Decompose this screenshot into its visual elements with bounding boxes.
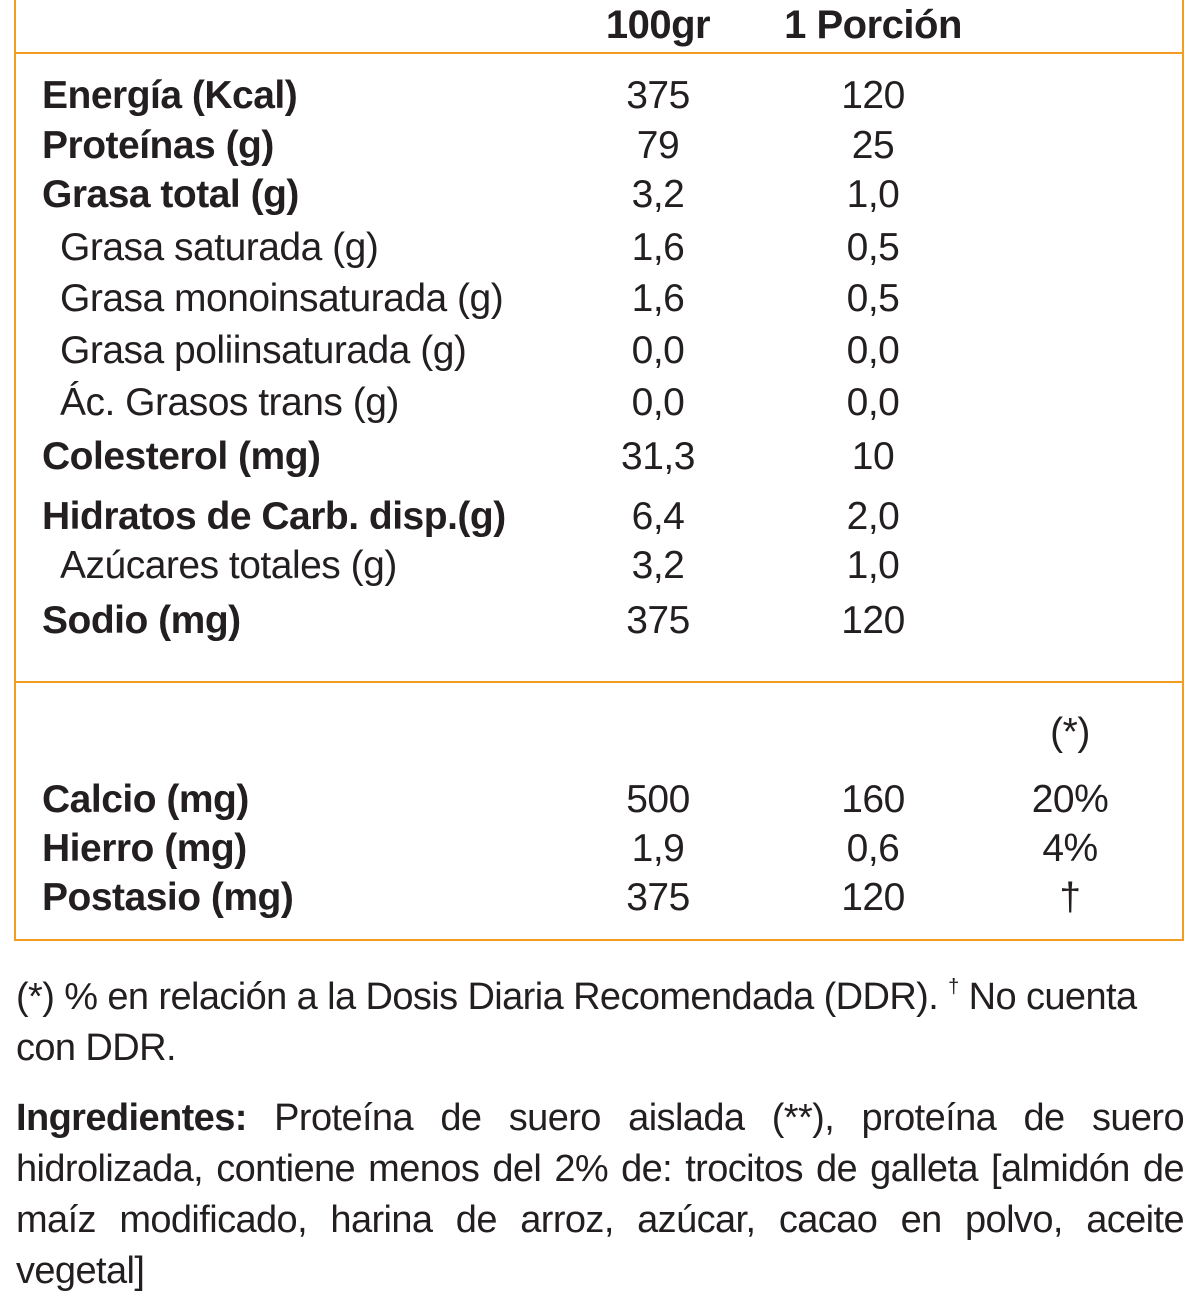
header-divider (14, 52, 1184, 54)
nutrient-value-100g: 0,0 (631, 329, 685, 372)
nutrient-row: Colesterol (mg) 31,3 10 (0, 432, 1200, 482)
nutrient-label: Grasa total (g) (42, 173, 299, 216)
mineral-label: Calcio (mg) (42, 778, 249, 821)
column-header-100g: 100gr (605, 3, 711, 47)
nutrient-value-100g: 375 (626, 74, 690, 117)
dagger-symbol: † (948, 976, 959, 998)
mineral-row: Calcio (mg) 500 160 20% (0, 775, 1200, 825)
mineral-row: Hierro (mg) 1,9 0,6 4% (0, 824, 1200, 874)
mineral-value-portion: 0,6 (846, 827, 900, 870)
nutrient-value-100g: 0,0 (631, 381, 685, 424)
mineral-row: Postasio (mg) 375 120 † (0, 873, 1200, 923)
mineral-ddr: † (1059, 876, 1081, 919)
mineral-label: Postasio (mg) (42, 876, 294, 919)
mineral-value-100g: 1,9 (631, 827, 685, 870)
nutrient-value-portion: 1,0 (846, 544, 900, 587)
nutrient-row: Grasa saturada (g) 1,6 0,5 (0, 223, 1200, 273)
nutrient-row: Grasa total (g) 3,2 1,0 (0, 170, 1200, 220)
nutrient-row: Hidratos de Carb. disp.(g) 6,4 2,0 (0, 492, 1200, 542)
column-header-row: 100gr 1 Porción (0, 0, 1200, 50)
nutrient-value-portion: 120 (841, 599, 905, 642)
nutrient-value-100g: 1,6 (631, 277, 685, 320)
nutrient-row: Grasa monoinsaturada (g) 1,6 0,5 (0, 274, 1200, 324)
ddr-footnote: (*) % en relación a la Dosis Diaria Reco… (16, 972, 1186, 1074)
ddr-header-row: (*) (0, 708, 1200, 758)
nutrient-label: Grasa monoinsaturada (g) (60, 277, 504, 320)
nutrient-label: Grasa poliinsaturada (g) (60, 329, 467, 372)
nutrient-label: Proteínas (g) (42, 124, 274, 167)
nutrient-value-100g: 3,2 (631, 544, 685, 587)
nutrient-value-portion: 0,5 (846, 226, 900, 269)
nutrient-value-100g: 1,6 (631, 226, 685, 269)
nutrient-value-portion: 25 (851, 124, 895, 167)
nutrient-row: Azúcares totales (g) 3,2 1,0 (0, 541, 1200, 591)
nutrient-value-portion: 1,0 (846, 173, 900, 216)
nutrient-label: Azúcares totales (g) (60, 544, 397, 587)
mineral-ddr: 20% (1031, 778, 1109, 821)
footnote-text: (*) % en relación a la Dosis Diaria Reco… (16, 976, 949, 1018)
nutrient-value-portion: 0,5 (846, 277, 900, 320)
mineral-value-100g: 375 (626, 876, 690, 919)
nutrient-value-portion: 0,0 (846, 381, 900, 424)
nutrient-row: Energía (Kcal) 375 120 (0, 71, 1200, 121)
nutrient-label: Hidratos de Carb. disp.(g) (42, 495, 506, 538)
nutrient-value-portion: 2,0 (846, 495, 900, 538)
nutrient-row: Grasa poliinsaturada (g) 0,0 0,0 (0, 326, 1200, 376)
nutrient-value-100g: 79 (636, 124, 680, 167)
nutrient-value-100g: 6,4 (631, 495, 685, 538)
nutrient-label: Sodio (mg) (42, 599, 241, 642)
nutrient-label: Colesterol (mg) (42, 435, 321, 478)
mineral-ddr: 4% (1042, 827, 1098, 870)
ingredients-title: Ingredientes: (16, 1097, 247, 1139)
nutrient-label: Energía (Kcal) (42, 74, 298, 117)
nutrient-value-portion: 0,0 (846, 329, 900, 372)
nutrient-row: Ác. Grasos trans (g) 0,0 0,0 (0, 378, 1200, 428)
nutrient-value-portion: 10 (851, 435, 895, 478)
mineral-value-portion: 160 (841, 778, 905, 821)
footnote-text-continued: No cuenta con DDR. (16, 976, 1137, 1069)
mineral-label: Hierro (mg) (42, 827, 247, 870)
mineral-value-portion: 120 (841, 876, 905, 919)
ddr-column-header: (*) (1050, 711, 1090, 754)
nutrient-label: Ác. Grasos trans (g) (60, 381, 399, 424)
nutrient-value-100g: 31,3 (621, 435, 695, 478)
section-divider (14, 681, 1184, 683)
nutrient-value-portion: 120 (841, 74, 905, 117)
nutrient-label: Grasa saturada (g) (60, 226, 379, 269)
mineral-value-100g: 500 (626, 778, 690, 821)
nutrient-row: Sodio (mg) 375 120 (0, 596, 1200, 646)
nutrient-row: Proteínas (g) 79 25 (0, 121, 1200, 171)
column-header-portion: 1 Porción (784, 3, 962, 47)
nutrient-value-100g: 375 (626, 599, 690, 642)
ingredients-paragraph: Ingredientes: Proteína de suero aislada … (16, 1093, 1185, 1297)
nutrition-table (14, 0, 1184, 941)
nutrient-value-100g: 3,2 (631, 173, 685, 216)
